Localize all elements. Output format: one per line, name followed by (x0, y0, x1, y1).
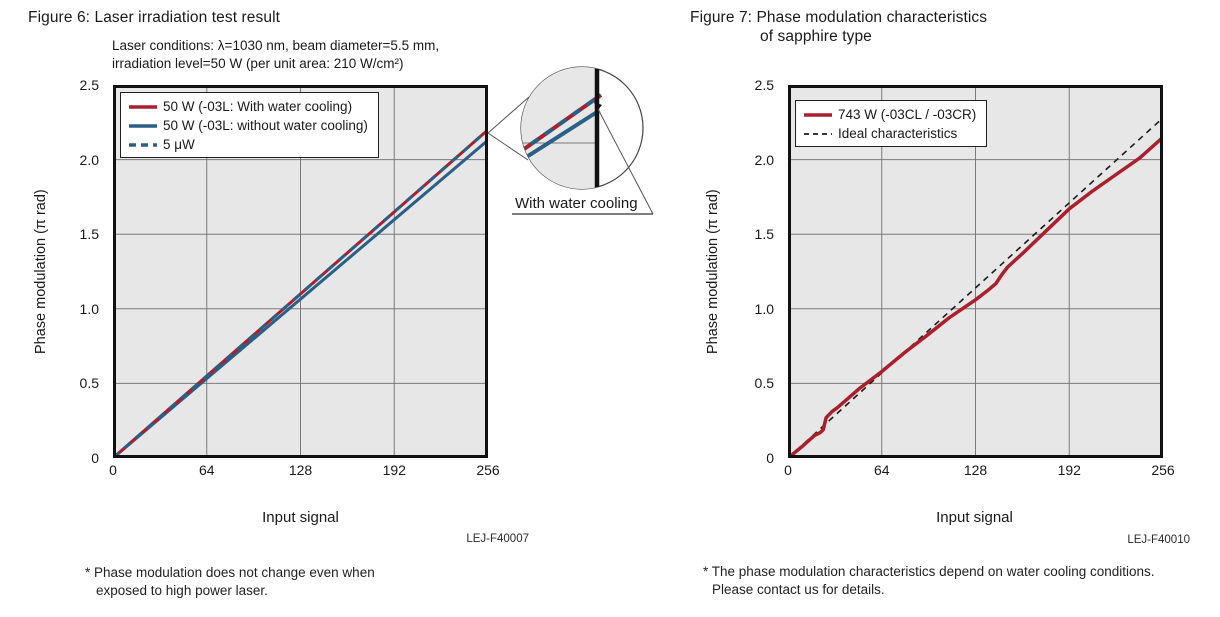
y-tick-label: 0.5 (754, 375, 774, 392)
plot-border (788, 85, 1163, 458)
conditions-line1: Laser conditions: λ=1030 nm, beam diamet… (112, 38, 440, 53)
x-tick-label: 192 (382, 462, 406, 478)
conditions-line2: irradiation level=50 W (per unit area: 2… (112, 55, 404, 71)
x-tick-label: 192 (1057, 462, 1081, 478)
x-tick-label: 128 (288, 462, 313, 478)
legend-item: Ideal characteristics (803, 125, 976, 142)
figure7-title-line2: of sapphire type (760, 28, 872, 45)
y-tick-label: 1.5 (754, 226, 774, 243)
legend-label: 50 W (-03L: without water cooling) (163, 118, 368, 133)
x-tick-label: 0 (784, 462, 792, 478)
figure7-x-ticks: 0 64 128 192 256 (784, 462, 1175, 482)
footnote-line1: * Phase modulation does not change even … (85, 565, 375, 580)
magnified-view (521, 67, 603, 189)
figure7-code: LEJ-F40010 (1127, 534, 1190, 546)
legend-swatch-solid-icon (804, 112, 832, 117)
legend-item: 5 μW (128, 136, 368, 153)
figure7-legend: 743 W (-03CL / -03CR) Ideal characteristi… (795, 100, 988, 147)
callout-line-lower (487, 132, 529, 161)
label-leader-line (597, 108, 654, 215)
x-tick-label: 256 (1151, 462, 1175, 478)
figure6-title: Figure 6: Laser irradiation test result (28, 9, 281, 26)
figure6-x-ticks: 0 64 128 192 256 (109, 462, 500, 482)
figure6-x-axis-label: Input signal (262, 509, 339, 526)
plot-border (113, 85, 488, 458)
y-tick-label: 0.5 (79, 375, 99, 392)
figure7-y-axis-label: Phase modulation (π rad) (705, 189, 721, 354)
legend-swatch-dashed-icon (129, 142, 157, 147)
x-tick-label: 64 (198, 462, 215, 478)
y-tick-label: 1.0 (79, 300, 99, 317)
figure7-footnote: * The phase modulation characteristics d… (703, 563, 1220, 599)
footnote-line2: Please contact us for details. (712, 582, 885, 597)
pointer-arrow-icon (594, 102, 602, 111)
figure6-y-ticks: 0 0.5 1.0 1.5 2.0 2.5 (61, 77, 105, 466)
legend-item: 50 W (-03L: With water cooling) (128, 98, 368, 115)
y-tick-label: 1.5 (79, 226, 99, 243)
y-tick-label: 2.5 (79, 77, 99, 93)
footnote-line1: * The phase modulation characteristics d… (703, 564, 1155, 579)
legend-label: 5 μW (163, 137, 195, 152)
x-tick-label: 256 (476, 462, 500, 478)
callout-line-upper (487, 96, 530, 134)
x-tick-label: 128 (963, 462, 988, 478)
legend-item: 743 W (-03CL / -03CR) (803, 106, 976, 123)
legend-swatch-dashed-icon (804, 132, 832, 135)
inset-magnifier: With water cooling (487, 66, 654, 215)
y-tick-label: 1.0 (754, 300, 774, 317)
legend-swatch-solid-icon (129, 104, 157, 109)
x-tick-label: 0 (109, 462, 117, 478)
chart-canvas (788, 85, 1163, 458)
y-tick-label: 2.0 (79, 151, 99, 168)
series-line-1 (788, 117, 1163, 458)
figure6-chart: 50 W (-03L: With water cooling) 50 W (-03… (80, 77, 500, 478)
legend-item: 50 W (-03L: without water cooling) (128, 117, 368, 134)
figure6-code: LEJ-F40007 (466, 533, 529, 545)
figure7-chart: 743 W (-03CL / -03CR) Ideal characteristi… (755, 77, 1175, 478)
figure7-x-axis-label: Input signal (936, 509, 1013, 526)
series-line-0 (788, 135, 1163, 458)
figure6-legend: 50 W (-03L: With water cooling) 50 W (-03… (120, 92, 379, 158)
series-line-0 (113, 128, 488, 458)
magnified-plot-background (521, 67, 597, 189)
y-tick-label: 0 (766, 450, 774, 466)
legend-label: 743 W (-03CL / -03CR) (838, 107, 977, 122)
footnote-line2: exposed to high power laser. (96, 583, 268, 598)
y-tick-label: 2.0 (754, 151, 774, 168)
legend-swatch-solid-icon (129, 123, 157, 128)
figure6-footnote: * Phase modulation does not change even … (85, 564, 515, 600)
legend-label: 50 W (-03L: With water cooling) (163, 99, 353, 114)
figure6-conditions: Laser conditions: λ=1030 nm, beam diamet… (112, 37, 439, 72)
y-tick-label: 0 (91, 450, 99, 466)
figure7-title-line1: Figure 7: Phase modulation characteristi… (690, 9, 988, 26)
figure6-y-axis-label: Phase modulation (π rad) (33, 189, 49, 354)
inset-annotation-label: With water cooling (515, 195, 638, 212)
figure7-plot-area (788, 85, 1163, 458)
y-tick-label: 2.5 (754, 77, 774, 93)
magnified-dashed-line (521, 93, 603, 156)
x-tick-label: 64 (873, 462, 890, 478)
legend-label: Ideal characteristics (838, 126, 958, 141)
figure7-y-ticks: 0 0.5 1.0 1.5 2.0 2.5 (736, 77, 780, 466)
